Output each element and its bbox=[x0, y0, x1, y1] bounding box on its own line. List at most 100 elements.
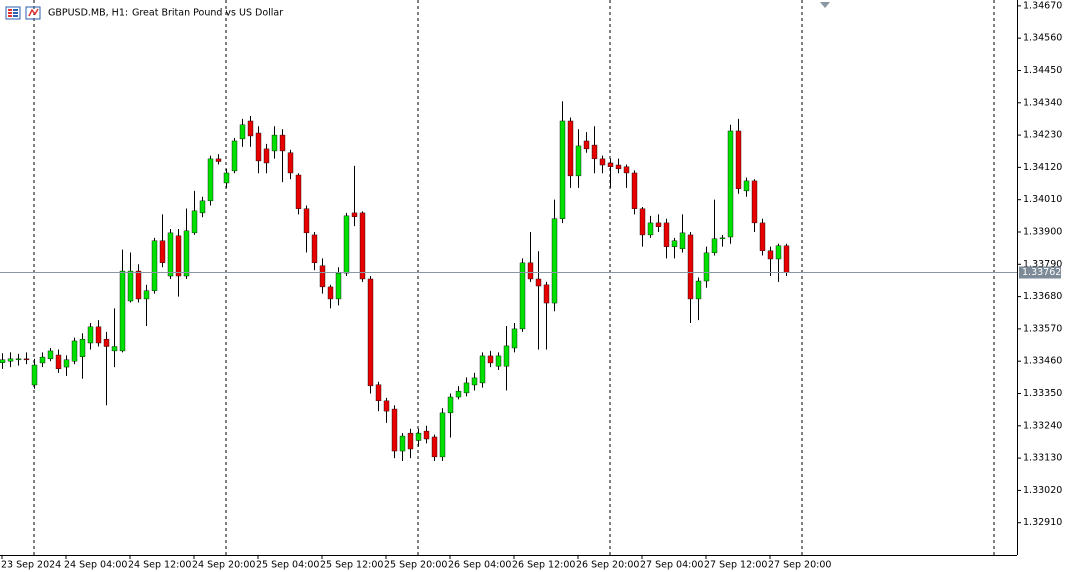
candle-body bbox=[607, 162, 614, 167]
candle-body bbox=[135, 270, 142, 300]
candle-body bbox=[679, 232, 686, 249]
icon-list-row bbox=[13, 15, 18, 17]
candle-body bbox=[767, 250, 774, 260]
y-tick-label: 1.34450 bbox=[1023, 65, 1062, 76]
candle-body bbox=[447, 396, 454, 414]
candle-body bbox=[119, 270, 126, 352]
candle-body bbox=[455, 390, 462, 398]
y-tick-label: 1.34340 bbox=[1023, 97, 1062, 108]
candle-body bbox=[751, 180, 758, 224]
candle-body bbox=[431, 436, 438, 458]
candle-body bbox=[303, 208, 310, 234]
candle-body bbox=[671, 240, 678, 247]
y-tick-label: 1.34010 bbox=[1023, 194, 1062, 205]
chart-subtitle: Great Britan Pound vs US Dollar bbox=[132, 8, 283, 19]
candle-body bbox=[207, 158, 214, 202]
candle-body bbox=[639, 208, 646, 236]
x-tick-label: 27 Sep 12:00 bbox=[704, 560, 767, 571]
candle-body bbox=[191, 210, 198, 234]
candle-body bbox=[559, 120, 566, 219]
y-tick-label: 1.33350 bbox=[1023, 388, 1062, 399]
candle-body bbox=[503, 345, 510, 367]
x-tick-label: 26 Sep 20:00 bbox=[576, 560, 639, 571]
candle-body bbox=[239, 124, 246, 140]
candle-body bbox=[543, 284, 550, 304]
candle-body bbox=[351, 212, 358, 217]
candle-body bbox=[279, 134, 286, 152]
icon-list-row bbox=[13, 12, 18, 14]
icon-chart bbox=[25, 6, 41, 20]
candle-body bbox=[471, 377, 478, 386]
candle-body bbox=[423, 430, 430, 440]
candle-body bbox=[663, 222, 670, 247]
symbol-icons bbox=[5, 6, 41, 20]
y-tick-label: 1.34560 bbox=[1023, 33, 1062, 44]
candle-body bbox=[519, 262, 526, 330]
candle-body bbox=[223, 172, 230, 184]
x-tick-label: 26 Sep 04:00 bbox=[448, 560, 511, 571]
candle-body bbox=[399, 435, 406, 452]
candle-body bbox=[231, 140, 238, 172]
x-tick-label: 25 Sep 04:00 bbox=[256, 560, 319, 571]
candle-body bbox=[127, 270, 134, 302]
candle-body bbox=[359, 212, 366, 280]
candle-body bbox=[727, 130, 734, 238]
candle-body bbox=[63, 359, 70, 368]
candle-body bbox=[487, 355, 494, 364]
candle-body bbox=[0, 359, 6, 363]
candle-body bbox=[703, 252, 710, 282]
candle-body bbox=[287, 152, 294, 174]
y-tick-label: 1.33790 bbox=[1023, 259, 1062, 270]
candle-body bbox=[215, 158, 222, 162]
icon-chart-line bbox=[28, 8, 39, 17]
candle-body bbox=[535, 278, 542, 287]
candle-body bbox=[375, 384, 382, 402]
x-tick-label: 24 Sep 20:00 bbox=[192, 560, 255, 571]
candle-body bbox=[479, 355, 486, 384]
candle-body bbox=[95, 326, 102, 344]
candle-body bbox=[783, 245, 790, 273]
candle-body bbox=[199, 200, 206, 214]
candle-body bbox=[439, 412, 446, 458]
candle-body bbox=[71, 340, 78, 362]
y-tick-label: 1.33570 bbox=[1023, 323, 1062, 334]
candle-body bbox=[647, 222, 654, 236]
candle-body bbox=[687, 234, 694, 300]
candle-body bbox=[31, 364, 38, 386]
current-price-box bbox=[1019, 266, 1061, 279]
candle-body bbox=[655, 222, 662, 227]
y-tick-label: 1.32910 bbox=[1023, 517, 1062, 528]
icon-list-row bbox=[8, 9, 12, 11]
candle-body bbox=[79, 338, 86, 357]
candle-body bbox=[47, 350, 54, 360]
icon-list-row bbox=[8, 15, 12, 17]
candle-body bbox=[711, 238, 718, 254]
candle-body bbox=[7, 358, 14, 362]
y-tick-label: 1.33460 bbox=[1023, 356, 1062, 367]
candle-body bbox=[247, 120, 254, 137]
candle-body bbox=[511, 328, 518, 349]
x-tick-label: 24 Sep 04:00 bbox=[64, 560, 127, 571]
y-tick-label: 1.33240 bbox=[1023, 420, 1062, 431]
candle-body bbox=[463, 382, 470, 394]
candle-body bbox=[735, 130, 742, 190]
x-tick-label: 27 Sep 20:00 bbox=[768, 560, 831, 571]
chart-title: GBPUSD.MB, H1: bbox=[48, 8, 128, 19]
candle-body bbox=[39, 356, 46, 364]
y-tick-label: 1.33130 bbox=[1023, 453, 1062, 464]
candle-body bbox=[335, 272, 342, 300]
candle-body bbox=[319, 265, 326, 288]
candle-body bbox=[159, 240, 166, 264]
candle-body bbox=[175, 235, 182, 277]
candle-body bbox=[367, 278, 374, 387]
candle-body bbox=[591, 144, 598, 160]
candle-body bbox=[527, 262, 534, 280]
candle-body bbox=[151, 240, 158, 291]
candle-body bbox=[103, 338, 110, 347]
y-tick-label: 1.33020 bbox=[1023, 485, 1062, 496]
candle-body bbox=[695, 280, 702, 300]
candle-body bbox=[383, 400, 390, 412]
